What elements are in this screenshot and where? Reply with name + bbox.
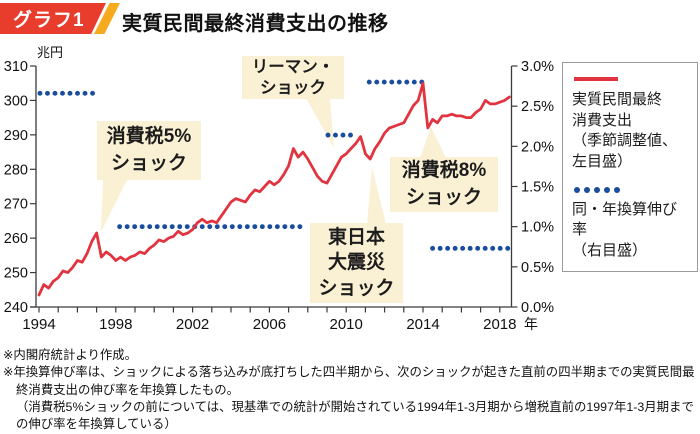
consumption-line [37, 81, 511, 297]
annotation-pointer-consumption-tax-8pct-shock [420, 127, 446, 158]
graph-number-label: グラフ1 [13, 10, 85, 31]
footnotes: ※内閣府統計より作成。 ※年換算伸び率は、ショックによる落ち込みが底打ちした四半… [3, 347, 698, 434]
x-tick-label: 2006 [253, 316, 286, 333]
y-right-tick-label: 1.0% [521, 220, 554, 236]
y-left-tick-label: 290 [4, 128, 28, 144]
legend-dots-swatch [574, 186, 691, 193]
y-right-tick-label: 2.0% [521, 139, 554, 155]
legend-line-swatch [574, 77, 618, 81]
y-left-tick-label: 270 [4, 197, 28, 213]
annotation-lehman-shock: リーマン・ ショック [242, 56, 344, 99]
graph-number-badge: グラフ1 [0, 3, 106, 34]
y-left-tick-label: 240 [4, 300, 28, 316]
annotation-consumption-tax-8pct-shock: 消費税8% ショック [390, 157, 498, 212]
y-right-tick-label: 1.5% [521, 180, 554, 196]
x-tick-label: 2002 [176, 316, 209, 333]
annotation-pointer-lehman-shock [306, 98, 334, 148]
y-left-tick-label: 300 [4, 93, 28, 109]
x-tick-label: 1994 [22, 316, 55, 333]
x-tick-label: 1998 [99, 316, 132, 333]
y-right-tick-label: 3.0% [521, 59, 554, 75]
y-left-tick-label: 310 [4, 59, 28, 75]
page-title: 実質民間最終消費支出の推移 [122, 13, 389, 35]
footnote-method-detail: （消費税5%ショックの前については、現基準での統計が開始されている1994年1-… [16, 400, 694, 432]
y-left-tick-label: 280 [4, 162, 28, 178]
x-tick-label: 2014 [406, 316, 439, 333]
x-axis-unit-label: 年 [524, 316, 538, 332]
y-right-tick-label: 2.5% [521, 99, 554, 115]
footnote-source: ※内閣府統計より作成。 [3, 348, 138, 362]
footnote-method: ※年換算伸び率は、ショックによる落ち込みが底打ちした四半期から、次のショックが起… [3, 365, 695, 397]
legend-box: 実質民間最終 消費支出 （季節調整値、 左目盛） 同・年換算伸び率 （右目盛） [562, 62, 698, 272]
legend-series1-label: 実質民間最終 消費支出 （季節調整値、 左目盛） [572, 91, 678, 171]
annotation-tohoku-earthquake-shock: 東日本 大震災 ショック [310, 223, 403, 303]
y-left-tick-label: 250 [4, 266, 28, 282]
chart-canvas: 240 250 260 270 280 290 300 310 兆円 0.0% 0.5% 1.0% 1.… [4, 45, 554, 333]
x-tick-label: 2010 [330, 316, 363, 333]
annotation-pointer-tohoku-earthquake-shock [367, 167, 386, 224]
y-right-tick-label: 0.0% [521, 300, 554, 316]
y-right-tick-label: 0.5% [521, 260, 554, 276]
annotation-pointer-consumption-tax-5pct-shock [101, 180, 127, 232]
annotation-consumption-tax-5pct-shock: 消費税5% ショック [97, 121, 201, 180]
legend-series2-label: 同・年換算伸び率 （右目盛） [572, 200, 678, 260]
y-left-tick-label: 260 [4, 231, 28, 247]
chart-area: 240 250 260 270 280 290 300 310 兆円 0.0% 0.5% 1.0% 1.… [0, 40, 700, 346]
x-tick-label: 2018 [483, 316, 516, 333]
y-left-unit-label: 兆円 [37, 45, 63, 60]
